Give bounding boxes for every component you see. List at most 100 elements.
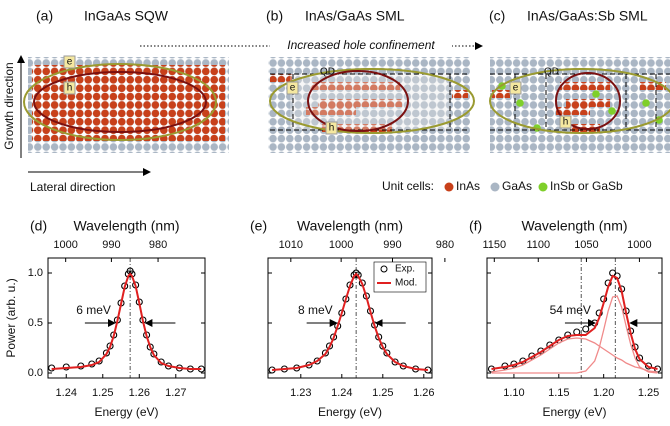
- data-point: [150, 350, 158, 358]
- data-point: [157, 358, 165, 366]
- panel-title: InGaAs SQW: [84, 8, 169, 24]
- data-point: [582, 325, 590, 333]
- panel-label: (b): [266, 8, 283, 24]
- model-line: [51, 272, 202, 370]
- legend-label: Mod.: [395, 278, 417, 289]
- y-tick-label: 0.0: [28, 367, 43, 379]
- label-box: [63, 81, 76, 95]
- lattice-a: [23, 57, 229, 153]
- arrow-label: Increased hole confinement: [287, 38, 435, 52]
- label-box: [509, 81, 522, 95]
- legend-label: InAs: [456, 179, 480, 193]
- panel-label: (c): [489, 8, 505, 24]
- fwhm-label: 6 meV: [76, 303, 111, 317]
- hole-label: h: [563, 117, 569, 128]
- legend-swatch: [444, 182, 454, 192]
- data-point: [379, 342, 387, 350]
- fwhm-label: 8 meV: [298, 303, 333, 317]
- x2-tick-label: 980: [149, 239, 167, 251]
- plot-frame: [267, 257, 433, 379]
- data-point: [352, 269, 360, 277]
- plot-frame: [486, 257, 663, 379]
- legend-swatch: [538, 182, 548, 192]
- label-box: [286, 81, 299, 95]
- x2-axis-label: Wavelength (nm): [297, 218, 403, 234]
- x2-axis-label: Wavelength (nm): [73, 218, 179, 234]
- x-tick-label: 1.10: [503, 387, 524, 399]
- x-tick-label: 1.25: [638, 387, 659, 399]
- x2-tick-label: 1010: [279, 239, 303, 251]
- lateral-label: Lateral direction: [30, 180, 115, 194]
- x2-tick-label: 1000: [627, 239, 651, 251]
- data-point: [313, 357, 321, 365]
- model-line: [491, 274, 658, 370]
- hole-label: h: [329, 123, 335, 134]
- component-line: [491, 295, 658, 374]
- panel-title: InAs/GaAs SML: [305, 8, 405, 24]
- data-point: [102, 349, 110, 357]
- plot-frame: [47, 257, 206, 379]
- x-tick-label: 1.25: [372, 387, 393, 399]
- x2-tick-label: 1100: [526, 239, 550, 251]
- x2-tick-label: 990: [383, 239, 401, 251]
- legend-label: Exp.: [395, 264, 415, 275]
- legend-label: InSb or GaSb: [550, 179, 623, 193]
- x2-tick-label: 1000: [53, 239, 77, 251]
- data-point: [391, 358, 399, 366]
- x2-axis-label: Wavelength (nm): [521, 218, 627, 234]
- x-tick-label: 1.15: [548, 387, 569, 399]
- x-tick-label: 1.23: [290, 387, 311, 399]
- x-axis-label: Energy (eV): [542, 405, 606, 419]
- growth-label: Growth direction: [2, 62, 16, 149]
- hole-label: h: [67, 83, 73, 94]
- y-tick-label: 0.5: [28, 317, 43, 329]
- panel-label: (d): [30, 218, 47, 234]
- x-tick-label: 1.20: [593, 387, 614, 399]
- y-axis-label: Power (arb. u.): [4, 278, 18, 357]
- label-box: [325, 121, 338, 135]
- data-point: [325, 342, 334, 350]
- lattice-c: [489, 57, 670, 153]
- x-axis-label: Energy (eV): [318, 405, 382, 419]
- qd-label: QD: [544, 67, 559, 78]
- x-axis-label: Energy (eV): [94, 405, 158, 419]
- legend-marker: [380, 265, 388, 273]
- x2-tick-label: 1050: [574, 239, 598, 251]
- x2-tick-label: 1000: [329, 239, 353, 251]
- label-box: [559, 115, 572, 129]
- data-point: [95, 357, 103, 365]
- lattice-b: [268, 57, 475, 153]
- x-tick-label: 1.24: [331, 387, 352, 399]
- electron-label: e: [67, 57, 73, 68]
- x-tick-label: 1.26: [129, 387, 150, 399]
- label-box: [63, 55, 76, 69]
- panel-label: (f): [469, 218, 482, 234]
- panel-label: (e): [250, 218, 267, 234]
- x2-tick-label: 990: [102, 239, 120, 251]
- legend-box: [373, 261, 427, 293]
- x2-tick-label: 980: [436, 239, 454, 251]
- x-tick-label: 1.24: [56, 387, 77, 399]
- legend-label: GaAs: [502, 179, 532, 193]
- data-point: [383, 349, 391, 357]
- x2-tick-label: 1150: [482, 239, 506, 251]
- qd-label: QD: [320, 67, 335, 78]
- component-line: [491, 337, 658, 373]
- y-tick-label: 1.0: [28, 267, 43, 279]
- x-tick-label: 1.26: [413, 387, 434, 399]
- legend-title: Unit cells:: [382, 179, 434, 193]
- electron-label: e: [290, 83, 296, 94]
- panel-title: InAs/GaAs:Sb SML: [527, 8, 648, 24]
- electron-label: e: [513, 83, 519, 94]
- data-point: [321, 349, 329, 357]
- panel-label: (a): [36, 8, 53, 24]
- legend-swatch: [490, 182, 500, 192]
- x-tick-label: 1.27: [165, 387, 186, 399]
- data-point: [644, 362, 653, 370]
- label-bg: [270, 38, 452, 54]
- x-tick-label: 1.25: [92, 387, 113, 399]
- fwhm-label: 54 meV: [550, 303, 591, 317]
- data-point: [636, 354, 644, 362]
- model-line: [272, 272, 428, 371]
